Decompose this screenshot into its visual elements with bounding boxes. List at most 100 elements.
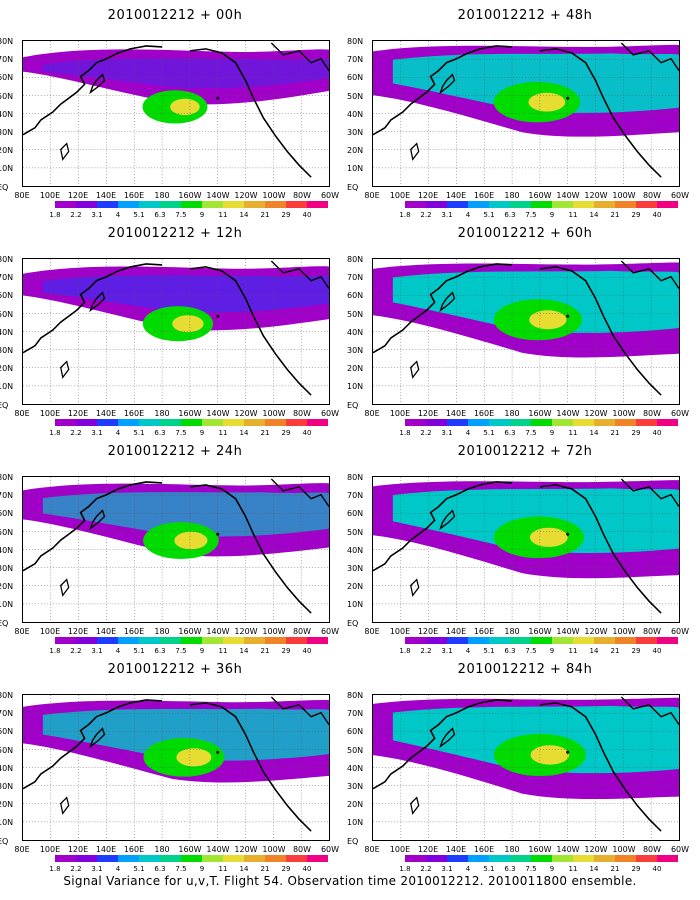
north-america-coastline (539, 266, 662, 396)
colorbar-label: 29 (631, 429, 641, 437)
colorbar-label: 9 (199, 647, 205, 655)
asia-coastline (373, 481, 513, 572)
map-panel: 2010012212 + 00h 80N 70N 60N 50N 40N 30N 20N 10N… (0, 0, 350, 225)
panel-title: 2010012212 + 72h (457, 444, 593, 459)
asia-coastline (23, 481, 163, 572)
latitude-label: 60N (347, 73, 364, 83)
canada-coastline (620, 696, 679, 725)
colorbar-label: 4 (465, 429, 471, 437)
longitude-label: 100W (262, 409, 286, 418)
longitude-label: 120W (234, 627, 258, 636)
colorbar-swatch (223, 855, 244, 862)
colorbar-label: 6.3 (154, 647, 166, 655)
colorbar-label: 9 (549, 647, 555, 655)
latitude-label: 20N (0, 582, 14, 592)
variance-peak (176, 748, 212, 767)
colorbar-label: 2.2 (70, 865, 82, 873)
latitude-label: 50N (347, 527, 364, 537)
colorbar-swatch (615, 855, 636, 862)
latitude-label: 60N (347, 509, 364, 519)
variance-peak (170, 98, 200, 116)
colorbar-swatch (657, 637, 678, 644)
latitude-label: EQ (0, 400, 9, 410)
latitude-label: 30N (0, 782, 14, 791)
colorbar-label: 29 (631, 211, 641, 219)
colorbar-swatch (615, 419, 636, 426)
longitude-label: 160E (473, 845, 495, 854)
colorbar-swatch (594, 201, 615, 208)
longitude-label: 140E (95, 845, 117, 854)
longitude-label: 80W (642, 409, 662, 418)
latitude-label: 80N (0, 691, 14, 700)
latitude-label: 60N (347, 291, 364, 301)
variance-map (22, 694, 330, 841)
longitude-label: 160E (123, 409, 145, 418)
colorbar-swatch (286, 201, 307, 208)
colorbar-swatch (468, 419, 489, 426)
longitude-label: 160E (123, 845, 145, 854)
latitude-label: 30N (0, 346, 14, 355)
canada-coastline (270, 696, 329, 725)
map-panel: 2010012212 + 24h 80N 70N 60N 50N 40N 30N 20N 10N… (0, 436, 350, 661)
latitude-label: 20N (347, 582, 364, 592)
longitude-label: 60W (320, 845, 340, 854)
panel-title: 2010012212 + 48h (457, 8, 593, 23)
colorbar-label: 6.3 (504, 865, 516, 873)
japan-coastline (439, 509, 456, 531)
japan-coastline (89, 509, 106, 531)
colorbar-label: 3.1 (91, 211, 103, 219)
north-america-coastline (189, 48, 312, 178)
colorbar-swatch (447, 855, 468, 862)
longitude-label: 140E (445, 627, 467, 636)
north-america-coastline (539, 48, 662, 178)
latitude-label: 40N (0, 109, 14, 119)
map-panel: 2010012212 + 12h 80N 70N 60N 50N 40N 30N 20N 10N… (0, 218, 350, 443)
longitude-label: 180 (154, 191, 170, 200)
latitude-label: 40N (347, 763, 364, 773)
longitude-label: 140W (556, 845, 580, 854)
longitude-label: 160E (123, 191, 145, 200)
latitude-label: 40N (0, 545, 14, 555)
longitude-label: 80E (14, 845, 30, 854)
longitude-label: 140E (95, 409, 117, 418)
colorbar-swatch (552, 637, 573, 644)
colorbar-swatch (636, 637, 657, 644)
colorbar-label: 4 (465, 211, 471, 219)
hawaii-marker (566, 750, 570, 754)
colorbar-label: 7.5 (175, 865, 187, 873)
colorbar-label: 4 (465, 865, 471, 873)
colorbar-label: 40 (302, 429, 312, 437)
colorbar-label: 3.1 (91, 429, 103, 437)
colorbar-swatch (531, 201, 552, 208)
colorbar-swatch (55, 201, 76, 208)
colorbar-swatch (160, 855, 181, 862)
colorbar-swatch (76, 201, 97, 208)
latitude-label: 70N (347, 55, 364, 65)
colorbar-label: 9 (199, 429, 205, 437)
variance-map (372, 40, 680, 187)
longitude-label: 160W (178, 409, 202, 418)
longitude-label: 180 (154, 409, 170, 418)
panel-title: 2010012212 + 12h (107, 226, 243, 241)
longitude-label: 120E (67, 191, 89, 200)
longitude-label: 120E (67, 409, 89, 418)
canada-coastline (270, 42, 329, 71)
philippines-coastline (410, 142, 420, 161)
longitude-label: 140W (206, 191, 230, 200)
colorbar-swatch (552, 419, 573, 426)
colorbar-label: 6.3 (154, 429, 166, 437)
colorbar (55, 201, 328, 208)
colorbar-swatch (118, 201, 139, 208)
colorbar-label: 6.3 (154, 865, 166, 873)
colorbar-label: 1.8 (399, 865, 411, 873)
colorbar-label: 5.1 (133, 211, 145, 219)
longitude-label: 80W (642, 627, 662, 636)
latitude-label: 10N (347, 818, 364, 828)
longitude-label: 100W (262, 191, 286, 200)
longitude-label: 140E (95, 191, 117, 200)
colorbar-swatch (76, 637, 97, 644)
colorbar-swatch (489, 419, 510, 426)
longitude-label: 60W (320, 627, 340, 636)
colorbar-swatch (307, 419, 328, 426)
variance-map (22, 258, 330, 405)
